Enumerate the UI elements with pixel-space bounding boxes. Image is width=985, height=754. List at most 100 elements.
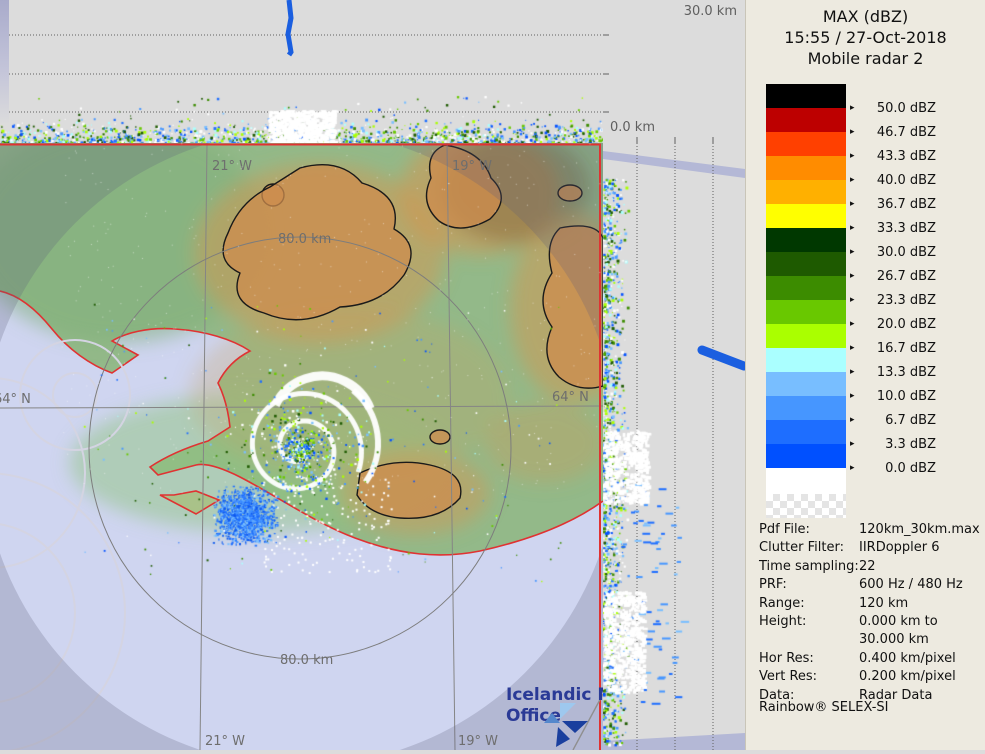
info-label: Data: bbox=[759, 687, 795, 703]
top-strip-echoes bbox=[0, 0, 603, 143]
left-edge-fade bbox=[0, 0, 9, 125]
tick-arrow-icon: ▸ bbox=[850, 295, 855, 305]
colorbar-band bbox=[766, 372, 846, 396]
info-label: Height: bbox=[759, 614, 807, 630]
colorbar-label-row: ▸ 13.3 dBZ bbox=[850, 360, 980, 384]
tick-arrow-icon: ▸ bbox=[850, 415, 855, 425]
tick-arrow-icon: ▸ bbox=[850, 127, 855, 137]
colorbar-band bbox=[766, 444, 846, 468]
colorbar-label-row: ▸ 16.7 dBZ bbox=[850, 336, 980, 360]
info-label: Time sampling: bbox=[759, 558, 859, 574]
tick-arrow-icon: ▸ bbox=[850, 271, 855, 281]
dbz-label: 36.7 dBZ bbox=[876, 196, 936, 212]
info-label: Vert Res: bbox=[759, 669, 818, 685]
colorbar-label-row: ▸ 3.3 dBZ bbox=[850, 432, 980, 456]
colorbar-below-threshold bbox=[766, 468, 846, 494]
height-axis-min-label: 0.0 km bbox=[610, 120, 655, 135]
dbz-label: 0.0 dBZ bbox=[885, 460, 936, 476]
colorbar-label-row: ▸ 33.3 dBZ bbox=[850, 216, 980, 240]
colorbar-label-row: ▸ 6.7 dBZ bbox=[850, 408, 980, 432]
dbz-label: 13.3 dBZ bbox=[876, 364, 936, 380]
dbz-label: 33.3 dBZ bbox=[876, 220, 936, 236]
tick-arrow-icon: ▸ bbox=[850, 223, 855, 233]
dbz-label: 46.7 dBZ bbox=[876, 124, 936, 140]
legend-header: MAX (dBZ) 15:55 / 27-Oct-2018 Mobile rad… bbox=[746, 6, 985, 69]
info-value: 120 km bbox=[859, 595, 909, 611]
tick-arrow-icon: ▸ bbox=[850, 439, 855, 449]
colorbar-band bbox=[766, 324, 846, 348]
dbz-label: 16.7 dBZ bbox=[876, 340, 936, 356]
colorbar-label-row: ▸ 26.7 dBZ bbox=[850, 264, 980, 288]
right-height-cross-section bbox=[603, 143, 749, 750]
info-value: 0.200 km/pixel bbox=[859, 669, 956, 685]
info-value: 0.400 km/pixel bbox=[859, 650, 956, 666]
tick-arrow-icon: ▸ bbox=[850, 199, 855, 209]
colorbar-band bbox=[766, 276, 846, 300]
dbz-label: 50.0 dBZ bbox=[876, 100, 936, 116]
colorbar-label-row: ▸ 20.0 dBZ bbox=[850, 312, 980, 336]
info-label: PRF: bbox=[759, 577, 787, 593]
colorbar-band bbox=[766, 84, 846, 108]
info-label: Pdf File: bbox=[759, 522, 810, 537]
tick-arrow-icon: ▸ bbox=[850, 103, 855, 113]
tick-arrow-icon: ▸ bbox=[850, 247, 855, 257]
dbz-label: 30.0 dBZ bbox=[876, 244, 936, 260]
colorbar-label-row: ▸ 23.3 dBZ bbox=[850, 288, 980, 312]
colorbar-band bbox=[766, 228, 846, 252]
colorbar-labels: ▸ 50.0 dBZ ▸ 46.7 dBZ ▸ 43.3 dBZ ▸ 40.0 … bbox=[850, 96, 980, 480]
colorbar-band bbox=[766, 420, 846, 444]
top-height-cross-section bbox=[0, 0, 603, 143]
colorbar-band bbox=[766, 156, 846, 180]
tick-arrow-icon: ▸ bbox=[850, 151, 855, 161]
dbz-label: 10.0 dBZ bbox=[876, 388, 936, 404]
colorbar-label-row: ▸ 46.7 dBZ bbox=[850, 120, 980, 144]
reflectivity-colorbar bbox=[766, 84, 846, 468]
colorbar-label-row: ▸ 43.3 dBZ bbox=[850, 144, 980, 168]
tick-arrow-icon: ▸ bbox=[850, 343, 855, 353]
dbz-label: 40.0 dBZ bbox=[876, 172, 936, 188]
colorbar-band bbox=[766, 204, 846, 228]
product-timestamp: 15:55 / 27-Oct-2018 bbox=[784, 28, 947, 47]
colorbar-band bbox=[766, 348, 846, 372]
colorbar-label-row: ▸ 40.0 dBZ bbox=[850, 168, 980, 192]
colorbar-band bbox=[766, 108, 846, 132]
colorbar-transparent-checker bbox=[766, 494, 846, 518]
colorbar-label-row: ▸ 36.7 dBZ bbox=[850, 192, 980, 216]
info-label bbox=[759, 631, 859, 649]
colorbar-label-row: ▸ 0.0 dBZ bbox=[850, 456, 980, 480]
dbz-label: 26.7 dBZ bbox=[876, 268, 936, 284]
tick-arrow-icon: ▸ bbox=[850, 391, 855, 401]
tick-arrow-icon: ▸ bbox=[850, 319, 855, 329]
dbz-label: 20.0 dBZ bbox=[876, 316, 936, 332]
colorbar-label-row: ▸ 30.0 dBZ bbox=[850, 240, 980, 264]
product-info-table: Pdf File: 120km_30km.max Clutter Filter:… bbox=[759, 521, 981, 705]
dbz-label: 3.3 dBZ bbox=[885, 436, 936, 452]
tick-arrow-icon: ▸ bbox=[850, 175, 855, 185]
info-value: 120km_30km.max bbox=[859, 522, 980, 537]
dbz-label: 6.7 dBZ bbox=[885, 412, 936, 428]
height-axis-max-label: 30.0 km bbox=[683, 4, 737, 19]
radar-echo-layer bbox=[0, 143, 603, 750]
info-label: Clutter Filter: bbox=[759, 540, 844, 556]
software-brand: Rainbow® SELEX-SI bbox=[759, 700, 889, 715]
colorbar-band bbox=[766, 180, 846, 204]
info-value: Radar Data bbox=[859, 687, 933, 703]
info-value: IIRDoppler 6 bbox=[859, 540, 940, 556]
tick-arrow-icon: ▸ bbox=[850, 367, 855, 377]
info-value: 0.000 km to bbox=[859, 614, 938, 630]
colorbar-band bbox=[766, 132, 846, 156]
dbz-label: 43.3 dBZ bbox=[876, 148, 936, 164]
tick-arrow-icon: ▸ bbox=[850, 463, 855, 473]
colorbar-label-row: ▸ 10.0 dBZ bbox=[850, 384, 980, 408]
info-value: 600 Hz / 480 Hz bbox=[859, 577, 963, 593]
info-value: 22 bbox=[859, 558, 876, 574]
radar-name: Mobile radar 2 bbox=[807, 49, 924, 68]
right-strip-echoes bbox=[603, 143, 745, 750]
info-label: Hor Res: bbox=[759, 650, 814, 666]
colorbar-label-row: ▸ 50.0 dBZ bbox=[850, 96, 980, 120]
legend-panel: MAX (dBZ) 15:55 / 27-Oct-2018 Mobile rad… bbox=[745, 0, 985, 750]
colorbar-band bbox=[766, 252, 846, 276]
radar-map-view: 21° W 19° W 21° W 19° W 64° N 64° N 80.0… bbox=[0, 143, 603, 750]
product-title: MAX (dBZ) bbox=[822, 7, 909, 26]
